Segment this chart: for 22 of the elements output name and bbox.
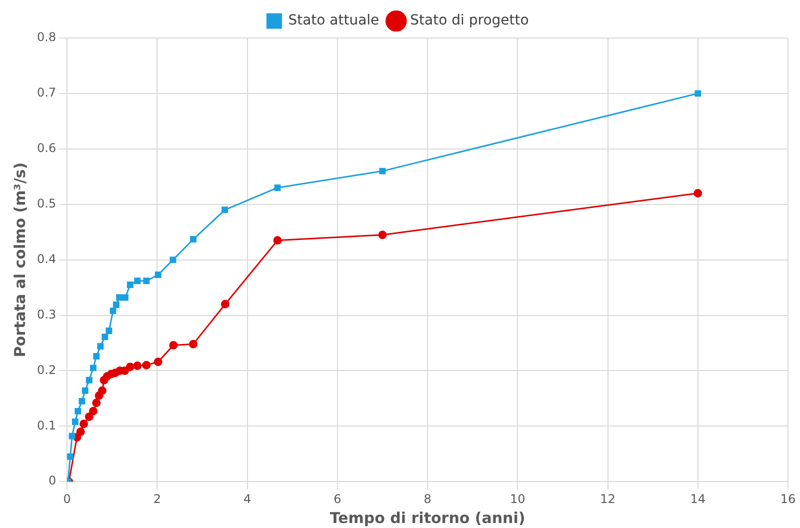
y-tick-label: 0.2 xyxy=(36,362,56,377)
legend-label: Stato di progetto xyxy=(410,12,529,29)
x-tick-label: 6 xyxy=(334,492,342,506)
x-tick-label: 2 xyxy=(153,492,162,506)
x-tick-label: 12 xyxy=(600,492,616,506)
y-tick-label: 0.8 xyxy=(36,30,56,44)
x-tick-label: 10 xyxy=(510,492,526,506)
x-tick-label: 14 xyxy=(690,492,706,506)
y-axis-title: Portata al colmo (m³/s) xyxy=(10,162,29,358)
legend-label: Stato attuale xyxy=(288,12,380,29)
y-tick-label: 0.4 xyxy=(36,252,56,266)
x-tick-label: 0 xyxy=(63,492,71,506)
x-tick-label: 4 xyxy=(243,492,252,506)
y-tick-label: 0.5 xyxy=(36,196,56,210)
y-tick-label: 0.3 xyxy=(36,307,56,322)
x-tick-label: 16 xyxy=(780,492,796,506)
y-tick-label: 0.1 xyxy=(36,418,56,432)
y-tick-label: 0.6 xyxy=(36,141,56,156)
y-tick-label: 0 xyxy=(48,474,56,488)
y-tick-label: 0.7 xyxy=(36,86,56,100)
x-tick-label: 8 xyxy=(424,492,432,506)
x-axis-title: Tempo di ritorno (anni) xyxy=(330,508,526,527)
